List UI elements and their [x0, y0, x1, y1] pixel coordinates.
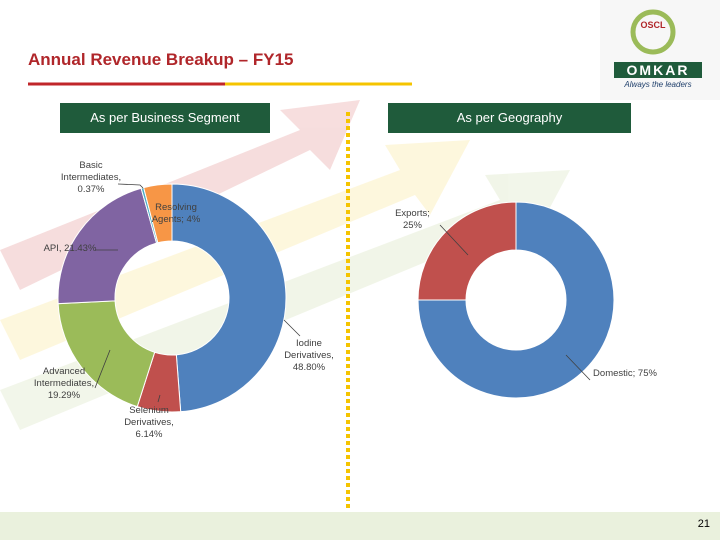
slide-title: Annual Revenue Breakup – FY15: [28, 50, 294, 69]
donut-slice: [57, 187, 158, 305]
data-label: Iodine Derivatives, 48.80%: [284, 338, 334, 373]
donut-slice: [57, 300, 156, 408]
leader-line: [283, 319, 301, 337]
data-label: API, 21.43%: [43, 243, 97, 254]
donut-slice: [143, 183, 173, 244]
data-label: Exports; 25%: [395, 208, 430, 231]
data-label: Advanced Intermediates, 19.29%: [33, 366, 95, 401]
chart-header: As per Geography: [388, 103, 631, 133]
logo-name: OMKAR: [614, 62, 702, 78]
leader-line: [94, 349, 111, 389]
page-number: 21: [697, 518, 710, 530]
footer-band: [0, 512, 720, 540]
data-label: Domestic; 75%: [593, 368, 657, 379]
leader-line: [565, 354, 591, 381]
data-label: Selenium Derivatives, 6.14%: [124, 405, 174, 440]
leader-line: [157, 394, 161, 403]
logo-tagline: Always the leaders: [624, 80, 692, 89]
data-label: Resolving Agents; 4%: [151, 202, 201, 225]
chart-header: As per Business Segment: [60, 103, 270, 133]
donut-slice: [417, 201, 615, 399]
data-label: Basic Intermediates, 0.37%: [60, 160, 122, 195]
donut-slice: [171, 183, 287, 413]
logo-emblem-text: OSCL: [640, 20, 666, 30]
leader-line: [439, 224, 469, 256]
logo-emblem: [630, 9, 676, 55]
donut-slice: [417, 201, 517, 301]
